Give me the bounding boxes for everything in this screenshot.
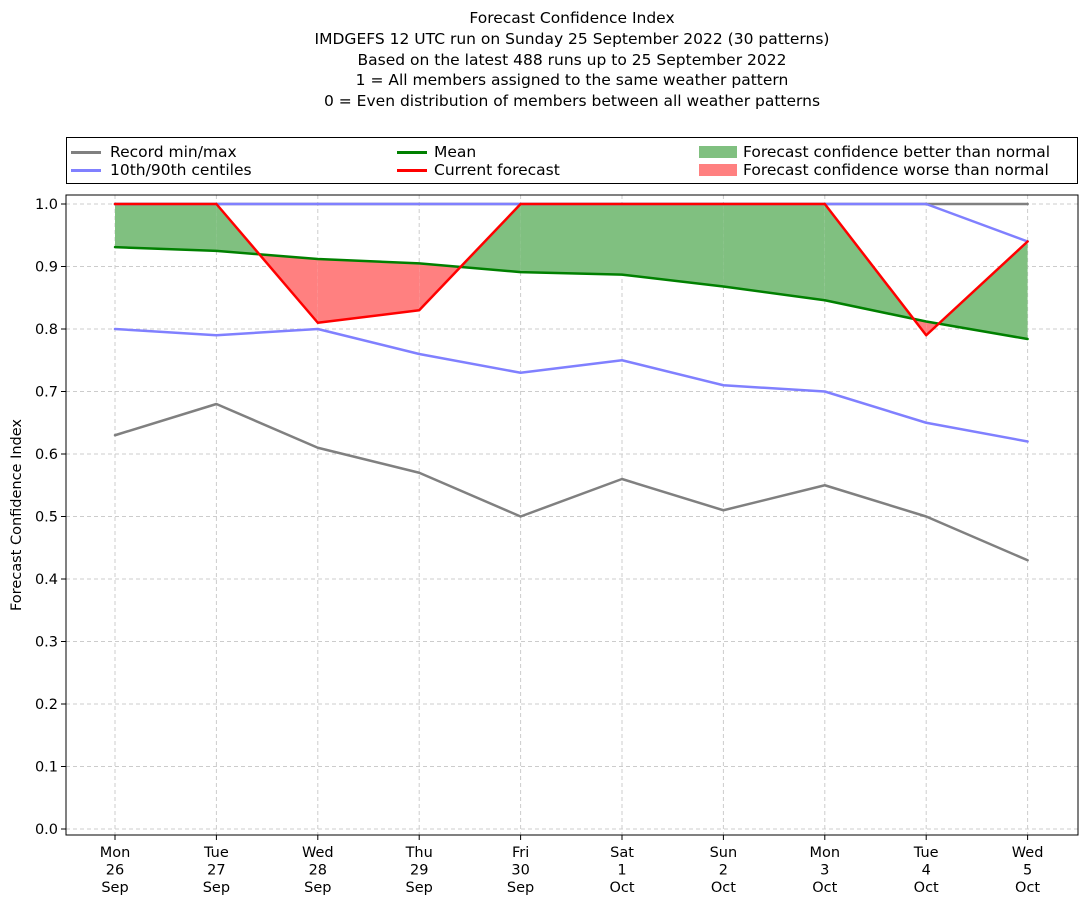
title-line-1: Forecast Confidence Index xyxy=(469,9,675,27)
title-line-3: Based on the latest 488 runs up to 25 Se… xyxy=(357,50,787,69)
better-than-normal-area xyxy=(938,241,1028,339)
y-tick-label: 0.0 xyxy=(35,822,58,838)
x-tick-label: Sep xyxy=(203,880,230,896)
x-tick-label: Wed xyxy=(1012,845,1044,861)
better-than-normal-area xyxy=(723,204,825,301)
legend-swatch-worse xyxy=(699,164,737,176)
x-tick-label: 1 xyxy=(617,863,626,879)
x-tick-label: Sep xyxy=(507,880,534,896)
y-tick-label: 0.9 xyxy=(35,260,58,276)
better-than-normal-area xyxy=(622,204,724,287)
legend-swatch-record xyxy=(71,151,101,154)
better-than-normal-area xyxy=(115,204,217,251)
x-tick-label: Thu xyxy=(405,845,433,861)
y-tick-label: 0.8 xyxy=(35,322,58,338)
title-line-4: 1 = All members assigned to the same wea… xyxy=(355,71,789,90)
x-tick-label: 27 xyxy=(207,863,225,879)
x-tick-label: Sun xyxy=(710,845,738,861)
y-tick-label: 0.7 xyxy=(35,385,58,401)
x-tick-label: 29 xyxy=(410,863,428,879)
y-tick-label: 0.3 xyxy=(35,635,58,651)
legend-label-better: Forecast confidence better than normal xyxy=(743,143,1051,161)
x-tick-label: 3 xyxy=(820,863,829,879)
better-than-normal-area xyxy=(520,204,622,275)
x-tick-label: Mon xyxy=(810,845,841,861)
mean-line xyxy=(113,245,1029,341)
y-tick-label: 1.0 xyxy=(35,197,58,213)
legend-label-record: Record min/max xyxy=(110,143,237,161)
x-tick-label: 26 xyxy=(106,863,124,879)
x-tick-label: Sep xyxy=(406,880,433,896)
y-tick-label: 0.2 xyxy=(35,697,58,713)
title-line-5: 0 = Even distribution of members between… xyxy=(323,92,821,111)
legend-label-mean: Mean xyxy=(434,143,477,161)
record-min-line xyxy=(113,402,1029,562)
x-tick-label: 28 xyxy=(309,863,327,879)
x-tick-label: 2 xyxy=(719,863,728,879)
worse-than-normal-area xyxy=(317,259,420,323)
y-tick-label: 0.5 xyxy=(35,510,58,526)
legend-swatch-better xyxy=(699,146,737,158)
x-tick-label: 4 xyxy=(922,863,931,879)
x-tick-label: 30 xyxy=(511,863,529,879)
x-tick-label: Oct xyxy=(1015,880,1040,896)
x-tick-label: Oct xyxy=(812,880,837,896)
y-tick-label: 0.6 xyxy=(35,447,58,463)
title-line-2: IMDGEFS 12 UTC run on Sunday 25 Septembe… xyxy=(314,29,830,48)
y-axis-label: Forecast Confidence Index xyxy=(9,419,25,611)
x-tick-label: Mon xyxy=(100,845,131,861)
x-tick-label: Wed xyxy=(302,845,334,861)
x-tick-label: 5 xyxy=(1023,863,1032,879)
x-tick-label: Tue xyxy=(913,845,939,861)
x-tick-label: Oct xyxy=(914,880,939,896)
x-tick-label: Sat xyxy=(610,845,634,861)
legend-label-current: Current forecast xyxy=(434,161,560,179)
x-tick-label: Oct xyxy=(609,880,634,896)
legend-swatch-mean xyxy=(397,151,427,154)
plot-frame xyxy=(65,194,1079,836)
centile-10-line xyxy=(113,327,1029,443)
y-tick-label: 0.1 xyxy=(35,760,58,776)
legend-label-centiles: 10th/90th centiles xyxy=(110,161,252,179)
chart-legend: Record min/max 10th/90th centiles Mean C… xyxy=(66,137,1078,184)
chart-title: Forecast Confidence Index IMDGEFS 12 UTC… xyxy=(0,8,1092,112)
x-tick-label: Sep xyxy=(304,880,331,896)
x-tick-label: Tue xyxy=(203,845,229,861)
y-tick-label: 0.4 xyxy=(35,572,58,588)
legend-label-worse: Forecast confidence worse than normal xyxy=(743,161,1049,179)
x-tick-label: Sep xyxy=(101,880,128,896)
x-tick-label: Oct xyxy=(711,880,736,896)
current-forecast-line xyxy=(113,202,1029,337)
legend-swatch-centiles xyxy=(71,169,101,172)
legend-swatch-current xyxy=(397,169,427,172)
x-tick-label: Fri xyxy=(512,845,529,861)
